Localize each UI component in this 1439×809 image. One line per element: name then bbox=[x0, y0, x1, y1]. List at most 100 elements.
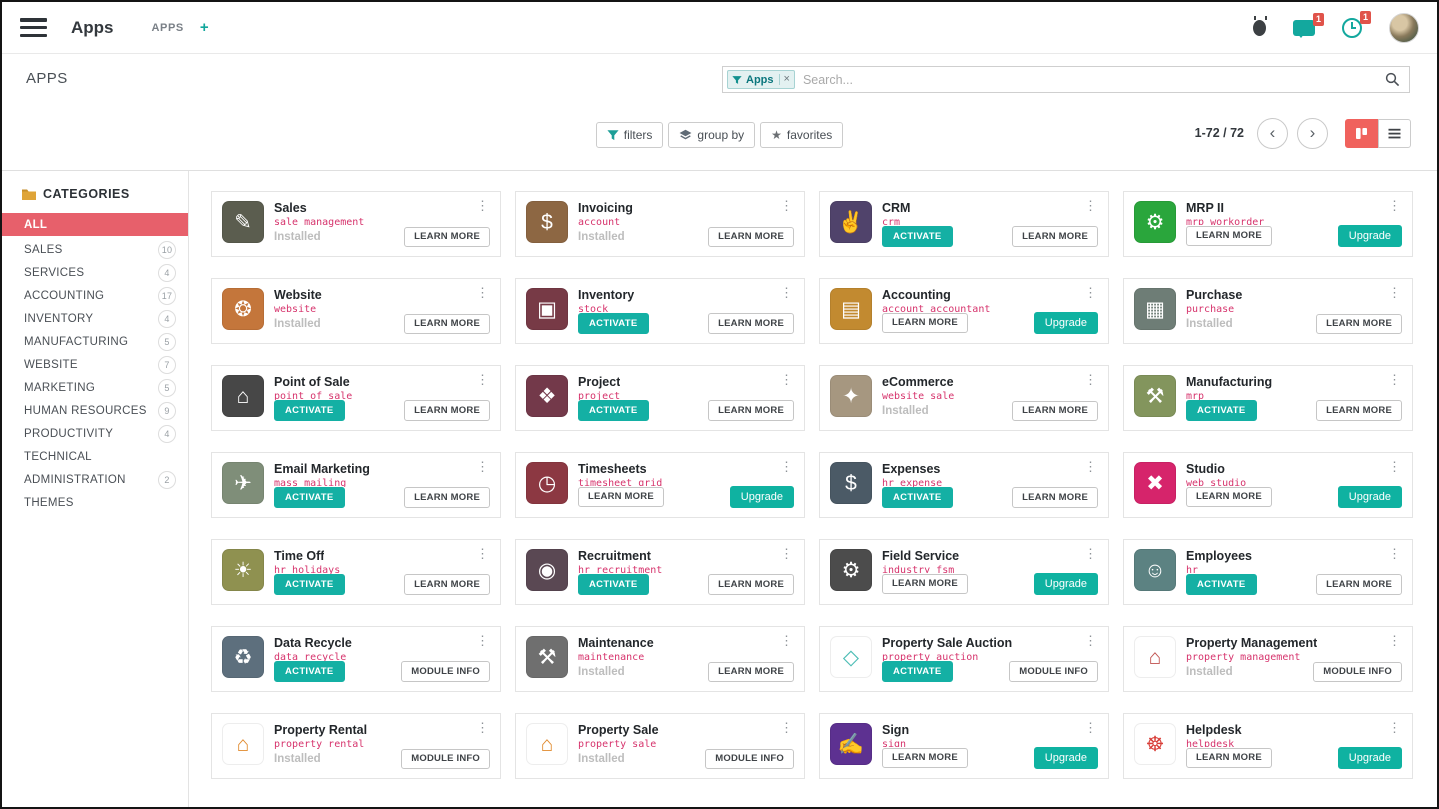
list-view-button[interactable] bbox=[1378, 118, 1411, 148]
search-input[interactable] bbox=[794, 72, 1385, 87]
timesheets-upgrade-button[interactable]: Upgrade bbox=[729, 486, 794, 508]
accounting-upgrade-button[interactable]: Upgrade bbox=[1033, 312, 1098, 334]
card-menu-button[interactable]: ⋮ bbox=[1084, 198, 1097, 213]
search-icon[interactable] bbox=[1385, 72, 1400, 87]
card-menu-button[interactable]: ⋮ bbox=[1388, 198, 1401, 213]
sales-learn-more-button[interactable]: LEARN MORE bbox=[404, 226, 490, 247]
card-menu-button[interactable]: ⋮ bbox=[476, 546, 489, 561]
card-menu-button[interactable]: ⋮ bbox=[780, 546, 793, 561]
card-menu-button[interactable]: ⋮ bbox=[1084, 720, 1097, 735]
card-menu-button[interactable]: ⋮ bbox=[1388, 720, 1401, 735]
time-off-activate-button[interactable]: ACTIVATE bbox=[274, 573, 345, 595]
sign-upgrade-button[interactable]: Upgrade bbox=[1033, 747, 1098, 769]
facet-remove-button[interactable]: × bbox=[778, 74, 790, 85]
apps-menu-toggle[interactable] bbox=[20, 18, 47, 37]
card-menu-button[interactable]: ⋮ bbox=[780, 372, 793, 387]
project-learn-more-button[interactable]: LEARN MORE bbox=[708, 400, 794, 421]
card-menu-button[interactable]: ⋮ bbox=[476, 459, 489, 474]
field-service-learn-more-button[interactable]: LEARN MORE bbox=[882, 573, 968, 595]
employees-activate-button[interactable]: ACTIVATE bbox=[1186, 573, 1257, 595]
card-menu-button[interactable]: ⋮ bbox=[476, 720, 489, 735]
property-rental-module-info-button[interactable]: MODULE INFO bbox=[401, 748, 490, 769]
sidebar-item-website[interactable]: WEBSITE 7 bbox=[2, 353, 188, 376]
data-recycle-module-info-button[interactable]: MODULE INFO bbox=[401, 661, 490, 682]
favorites-button[interactable]: ★ favorites bbox=[760, 122, 844, 148]
group-by-button[interactable]: group by bbox=[668, 122, 756, 148]
helpdesk-learn-more-button[interactable]: LEARN MORE bbox=[1186, 747, 1272, 769]
data-recycle-activate-button[interactable]: ACTIVATE bbox=[274, 660, 345, 682]
card-menu-button[interactable]: ⋮ bbox=[780, 633, 793, 648]
crm-activate-button[interactable]: ACTIVATE bbox=[882, 225, 953, 247]
maintenance-learn-more-button[interactable]: LEARN MORE bbox=[708, 661, 794, 682]
card-menu-button[interactable]: ⋮ bbox=[1084, 285, 1097, 300]
card-menu-button[interactable]: ⋮ bbox=[476, 285, 489, 300]
helpdesk-upgrade-button[interactable]: Upgrade bbox=[1337, 747, 1402, 769]
card-menu-button[interactable]: ⋮ bbox=[1084, 546, 1097, 561]
studio-learn-more-button[interactable]: LEARN MORE bbox=[1186, 486, 1272, 508]
point-of-sale-activate-button[interactable]: ACTIVATE bbox=[274, 399, 345, 421]
card-menu-button[interactable]: ⋮ bbox=[1388, 633, 1401, 648]
sidebar-item-manufacturing[interactable]: MANUFACTURING 5 bbox=[2, 330, 188, 353]
card-menu-button[interactable]: ⋮ bbox=[476, 372, 489, 387]
property-sale-auction-module-info-button[interactable]: MODULE INFO bbox=[1009, 661, 1098, 682]
recruitment-learn-more-button[interactable]: LEARN MORE bbox=[708, 574, 794, 595]
search-bar[interactable]: Apps × bbox=[722, 66, 1410, 93]
breadcrumb-add-button[interactable]: + bbox=[199, 19, 209, 36]
recruitment-activate-button[interactable]: ACTIVATE bbox=[578, 573, 649, 595]
pager-next-button[interactable]: › bbox=[1297, 117, 1328, 149]
crm-learn-more-button[interactable]: LEARN MORE bbox=[1012, 226, 1098, 247]
sidebar-item-inventory[interactable]: INVENTORY 4 bbox=[2, 307, 188, 330]
breadcrumb[interactable]: APPS bbox=[151, 21, 184, 34]
card-menu-button[interactable]: ⋮ bbox=[1388, 372, 1401, 387]
email-marketing-activate-button[interactable]: ACTIVATE bbox=[274, 486, 345, 508]
mrp-ii-learn-more-button[interactable]: LEARN MORE bbox=[1186, 225, 1272, 247]
purchase-learn-more-button[interactable]: LEARN MORE bbox=[1316, 313, 1402, 334]
manufacturing-learn-more-button[interactable]: LEARN MORE bbox=[1316, 400, 1402, 421]
accounting-learn-more-button[interactable]: LEARN MORE bbox=[882, 312, 968, 334]
email-marketing-learn-more-button[interactable]: LEARN MORE bbox=[404, 487, 490, 508]
point-of-sale-learn-more-button[interactable]: LEARN MORE bbox=[404, 400, 490, 421]
card-menu-button[interactable]: ⋮ bbox=[1084, 633, 1097, 648]
card-menu-button[interactable]: ⋮ bbox=[1388, 546, 1401, 561]
manufacturing-activate-button[interactable]: ACTIVATE bbox=[1186, 399, 1257, 421]
field-service-upgrade-button[interactable]: Upgrade bbox=[1033, 573, 1098, 595]
filters-button[interactable]: filters bbox=[595, 122, 664, 148]
studio-upgrade-button[interactable]: Upgrade bbox=[1337, 486, 1402, 508]
inventory-activate-button[interactable]: ACTIVATE bbox=[578, 312, 649, 334]
card-menu-button[interactable]: ⋮ bbox=[780, 459, 793, 474]
sidebar-item-marketing[interactable]: MARKETING 5 bbox=[2, 376, 188, 399]
sign-learn-more-button[interactable]: LEARN MORE bbox=[882, 747, 968, 769]
sidebar-item-accounting[interactable]: ACCOUNTING 17 bbox=[2, 284, 188, 307]
sidebar-item-administration[interactable]: ADMINISTRATION 2 bbox=[2, 468, 188, 491]
user-avatar[interactable] bbox=[1389, 12, 1419, 43]
card-menu-button[interactable]: ⋮ bbox=[1084, 459, 1097, 474]
employees-learn-more-button[interactable]: LEARN MORE bbox=[1316, 574, 1402, 595]
card-menu-button[interactable]: ⋮ bbox=[1388, 285, 1401, 300]
kanban-view-button[interactable] bbox=[1345, 118, 1378, 148]
mrp-ii-upgrade-button[interactable]: Upgrade bbox=[1337, 225, 1402, 247]
expenses-activate-button[interactable]: ACTIVATE bbox=[882, 486, 953, 508]
activities-button[interactable]: 1 bbox=[1342, 10, 1371, 38]
card-menu-button[interactable]: ⋮ bbox=[780, 720, 793, 735]
card-menu-button[interactable]: ⋮ bbox=[1388, 459, 1401, 474]
sidebar-item-human-resources[interactable]: HUMAN RESOURCES 9 bbox=[2, 399, 188, 422]
sidebar-item-services[interactable]: SERVICES 4 bbox=[2, 261, 188, 284]
card-menu-button[interactable]: ⋮ bbox=[476, 198, 489, 213]
card-menu-button[interactable]: ⋮ bbox=[476, 633, 489, 648]
sidebar-item-technical[interactable]: TECHNICAL bbox=[2, 445, 188, 468]
bug-icon[interactable] bbox=[1253, 15, 1267, 36]
sidebar-item-sales[interactable]: SALES 10 bbox=[2, 238, 188, 261]
timesheets-learn-more-button[interactable]: LEARN MORE bbox=[578, 486, 664, 508]
sidebar-item-all[interactable]: ALL bbox=[2, 213, 188, 236]
card-menu-button[interactable]: ⋮ bbox=[1084, 372, 1097, 387]
card-menu-button[interactable]: ⋮ bbox=[780, 285, 793, 300]
website-learn-more-button[interactable]: LEARN MORE bbox=[404, 313, 490, 334]
project-activate-button[interactable]: ACTIVATE bbox=[578, 399, 649, 421]
time-off-learn-more-button[interactable]: LEARN MORE bbox=[404, 574, 490, 595]
sidebar-item-productivity[interactable]: PRODUCTIVITY 4 bbox=[2, 422, 188, 445]
inventory-learn-more-button[interactable]: LEARN MORE bbox=[708, 313, 794, 334]
property-sale-auction-activate-button[interactable]: ACTIVATE bbox=[882, 660, 953, 682]
expenses-learn-more-button[interactable]: LEARN MORE bbox=[1012, 487, 1098, 508]
ecommerce-learn-more-button[interactable]: LEARN MORE bbox=[1012, 400, 1098, 421]
sidebar-item-themes[interactable]: THEMES bbox=[2, 491, 188, 514]
